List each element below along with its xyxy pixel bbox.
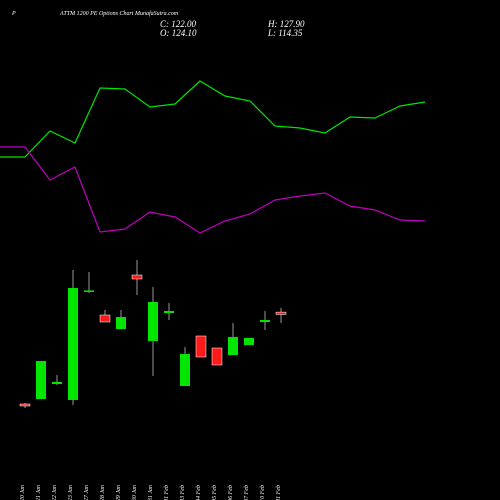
candle-body — [116, 317, 126, 329]
x-tick-label: 29 Jan — [116, 485, 122, 500]
candle-body — [228, 337, 238, 355]
candle-body — [211, 347, 223, 366]
candle-body — [244, 338, 254, 345]
x-tick-label: 21 Jan — [36, 485, 42, 500]
x-tick-label: 23 Jan — [68, 485, 74, 500]
x-tick-label: 11 Feb — [276, 485, 282, 500]
indicator-line — [0, 146, 426, 234]
x-tick-label: 27 Jan — [84, 485, 90, 500]
candle-body — [275, 311, 287, 315]
candle-body — [52, 382, 62, 384]
candle-body — [131, 274, 143, 280]
candle-body — [68, 288, 78, 400]
x-tick-label: 31 Jan — [148, 485, 154, 500]
candle-body — [148, 302, 158, 341]
info-close: C: 122.00 — [160, 19, 197, 29]
candle-body — [164, 311, 174, 313]
candle-body — [84, 290, 94, 292]
info-high: H: 127.90 — [267, 19, 305, 29]
x-tick-label: 05 Feb — [212, 485, 218, 500]
x-tick-label: 30 Jan — [132, 485, 138, 500]
x-tick-label: 06 Feb — [228, 485, 234, 500]
indicator-line — [0, 80, 426, 158]
x-tick-label: 20 Jan — [20, 485, 26, 500]
x-tick-label: 28 Jan — [100, 485, 106, 500]
x-tick-label: 22 Jan — [52, 485, 58, 500]
chart-title: ATTM 1200 PE Options Chart MunafaSutra.c… — [59, 10, 179, 17]
x-tick-label: 07 Feb — [244, 485, 250, 500]
x-tick-label: 03 Feb — [180, 485, 186, 500]
info-low: L: 114.35 — [267, 28, 303, 38]
x-tick-label: 10 Feb — [260, 485, 266, 500]
info-open: O: 124.10 — [160, 28, 197, 38]
x-tick-label: 04 Feb — [195, 485, 202, 500]
candle-body — [19, 403, 31, 407]
candle-body — [260, 320, 270, 322]
candle-body — [99, 314, 111, 323]
header: P — [11, 11, 16, 17]
x-tick-label: 01 Feb — [164, 485, 170, 500]
candle-body — [195, 335, 207, 358]
candle-body — [36, 361, 46, 399]
candle-body — [180, 354, 190, 386]
